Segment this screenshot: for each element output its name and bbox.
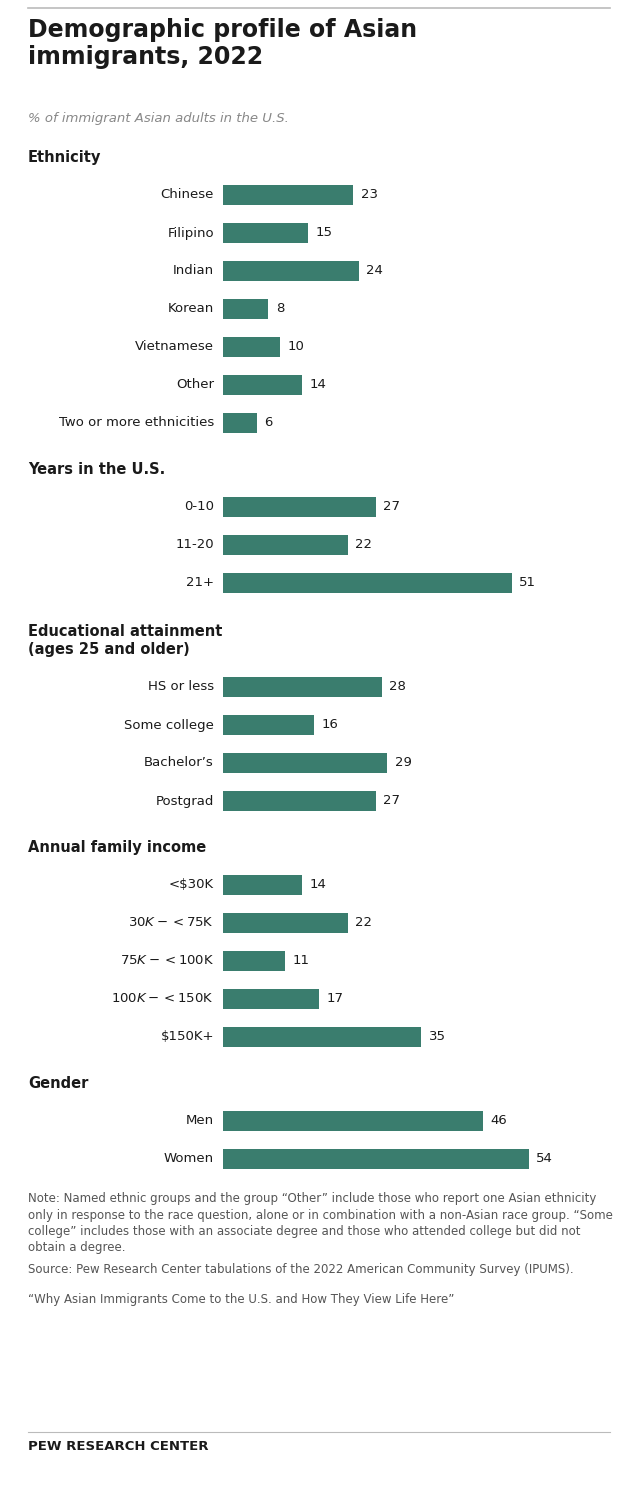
Text: Demographic profile of Asian
immigrants, 2022: Demographic profile of Asian immigrants,… xyxy=(28,18,417,70)
Bar xyxy=(223,752,388,773)
Bar xyxy=(223,1110,484,1131)
Text: 54: 54 xyxy=(536,1152,553,1165)
Text: 10: 10 xyxy=(287,340,304,354)
Text: 21+: 21+ xyxy=(186,576,214,589)
Text: 17: 17 xyxy=(327,992,344,1006)
Bar xyxy=(223,222,308,243)
Text: 28: 28 xyxy=(389,680,406,694)
Text: 11-20: 11-20 xyxy=(175,539,214,552)
Bar xyxy=(223,497,376,518)
Bar xyxy=(223,337,280,358)
Bar xyxy=(223,913,348,934)
Bar xyxy=(223,676,381,697)
Bar xyxy=(223,261,359,282)
Bar xyxy=(223,874,303,895)
Text: Note: Named ethnic groups and the group “Other” include those who report one Asi: Note: Named ethnic groups and the group … xyxy=(28,1192,613,1255)
Text: Men: Men xyxy=(186,1115,214,1128)
Text: 46: 46 xyxy=(491,1115,508,1128)
Bar xyxy=(223,950,285,971)
Text: 22: 22 xyxy=(355,916,372,930)
Text: Source: Pew Research Center tabulations of the 2022 American Community Survey (I: Source: Pew Research Center tabulations … xyxy=(28,1262,574,1276)
Text: 14: 14 xyxy=(310,879,327,892)
Text: Some college: Some college xyxy=(124,719,214,731)
Text: Indian: Indian xyxy=(173,264,214,278)
Text: HS or less: HS or less xyxy=(148,680,214,694)
Bar xyxy=(223,185,353,206)
Text: 16: 16 xyxy=(321,719,338,731)
Text: 6: 6 xyxy=(265,416,273,430)
Text: Korean: Korean xyxy=(167,303,214,315)
Text: Bachelor’s: Bachelor’s xyxy=(144,756,214,770)
Text: Postgrad: Postgrad xyxy=(156,795,214,807)
Text: 51: 51 xyxy=(519,576,536,589)
Bar xyxy=(223,413,257,434)
Text: Chinese: Chinese xyxy=(161,188,214,201)
Text: 14: 14 xyxy=(310,379,327,391)
Bar xyxy=(223,1149,529,1170)
Text: % of immigrant Asian adults in the U.S.: % of immigrant Asian adults in the U.S. xyxy=(28,112,289,125)
Bar xyxy=(223,989,319,1010)
Text: 24: 24 xyxy=(366,264,383,278)
Text: <$30K: <$30K xyxy=(169,879,214,892)
Text: 27: 27 xyxy=(383,795,401,807)
Text: Filipino: Filipino xyxy=(167,227,214,240)
Text: Annual family income: Annual family income xyxy=(28,840,206,855)
Text: 29: 29 xyxy=(395,756,412,770)
Text: 0-10: 0-10 xyxy=(184,500,214,513)
Text: Ethnicity: Ethnicity xyxy=(28,151,102,166)
Text: Gender: Gender xyxy=(28,1076,89,1091)
Text: 11: 11 xyxy=(293,955,310,967)
Text: 8: 8 xyxy=(276,303,284,315)
Text: $100K-<$150K: $100K-<$150K xyxy=(111,992,214,1006)
Text: 27: 27 xyxy=(383,500,401,513)
Bar xyxy=(223,374,303,395)
Bar xyxy=(223,1026,421,1047)
Text: PEW RESEARCH CENTER: PEW RESEARCH CENTER xyxy=(28,1440,208,1453)
Text: $150K+: $150K+ xyxy=(161,1031,214,1043)
Text: 35: 35 xyxy=(428,1031,446,1043)
Text: “Why Asian Immigrants Come to the U.S. and How They View Life Here”: “Why Asian Immigrants Come to the U.S. a… xyxy=(28,1292,454,1306)
Text: 23: 23 xyxy=(361,188,378,201)
Text: $30K-<$75K: $30K-<$75K xyxy=(128,916,214,930)
Text: Women: Women xyxy=(164,1152,214,1165)
Text: 15: 15 xyxy=(316,227,332,240)
Bar xyxy=(223,534,348,555)
Text: Years in the U.S.: Years in the U.S. xyxy=(28,463,166,477)
Text: Other: Other xyxy=(176,379,214,391)
Bar xyxy=(223,791,376,812)
Bar xyxy=(223,573,511,594)
Bar xyxy=(223,298,268,319)
Text: Vietnamese: Vietnamese xyxy=(135,340,214,354)
Text: Two or more ethnicities: Two or more ethnicities xyxy=(59,416,214,430)
Text: $75K-<$100K: $75K-<$100K xyxy=(120,955,214,967)
Text: Educational attainment
(ages 25 and older): Educational attainment (ages 25 and olde… xyxy=(28,624,223,658)
Text: 22: 22 xyxy=(355,539,372,552)
Bar xyxy=(223,715,314,736)
